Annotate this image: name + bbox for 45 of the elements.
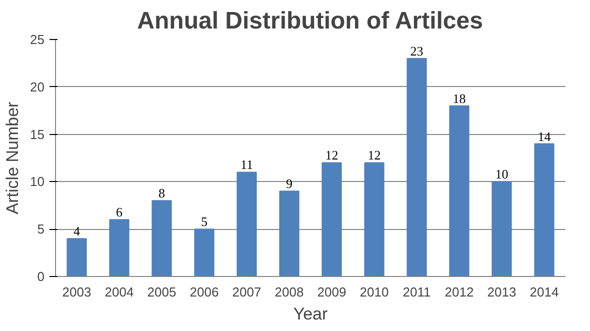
x-tick-label: 2009: [317, 284, 346, 300]
y-tick-label: 15: [30, 126, 45, 142]
bar: [364, 162, 384, 276]
x-axis-title: Year: [293, 304, 328, 324]
x-tick-label: 2008: [274, 284, 304, 300]
x-tick-label: 2011: [402, 284, 431, 300]
y-axis-title: Article Number: [3, 101, 22, 214]
data-label: 23: [410, 43, 424, 58]
data-label: 11: [240, 157, 254, 172]
bar: [449, 105, 470, 276]
x-tick-label: 2013: [487, 284, 516, 300]
bar: [66, 238, 87, 276]
y-tick-label: 0: [37, 269, 45, 284]
bar: [109, 219, 130, 276]
bar: [534, 143, 554, 276]
data-label: 6: [116, 204, 123, 220]
data-label: 12: [325, 148, 338, 163]
bar: [152, 200, 172, 276]
x-tick-label: 2014: [530, 284, 559, 300]
data-label: 18: [452, 90, 466, 106]
data-label: 4: [74, 224, 80, 239]
x-tick-label: 2004: [104, 284, 134, 300]
x-tick-label: 2007: [232, 284, 262, 300]
y-tick-label: 25: [30, 32, 45, 47]
bar: [406, 58, 427, 276]
bar: [236, 172, 257, 276]
y-tick-label: 10: [30, 174, 45, 190]
x-tick-label: 2005: [147, 284, 176, 300]
bar: [194, 228, 214, 276]
x-tick-label: 2010: [360, 284, 389, 300]
x-tick-label: 2003: [62, 284, 92, 300]
bar: [322, 162, 342, 276]
y-tick-label: 20: [30, 79, 45, 94]
data-label: 5: [201, 214, 208, 230]
data-label: 8: [158, 186, 165, 201]
x-tick-label: 2006: [190, 284, 219, 300]
bar: [279, 190, 300, 276]
data-label: 14: [538, 128, 552, 144]
chart-title: Annual Distribution of Artilces: [137, 8, 483, 34]
y-tick-label: 5: [37, 222, 45, 237]
bar: [492, 181, 512, 276]
data-label: 10: [495, 166, 508, 182]
data-label: 12: [368, 148, 381, 163]
x-tick-label: 2012: [444, 284, 474, 300]
data-label: 9: [286, 176, 292, 192]
